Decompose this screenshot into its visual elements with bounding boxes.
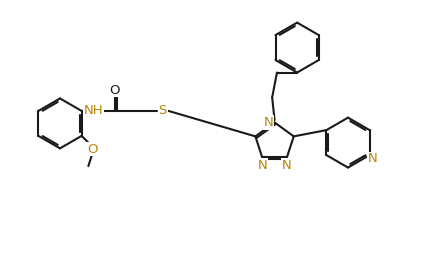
Text: N: N <box>368 152 378 165</box>
Text: O: O <box>87 143 98 156</box>
Text: NH: NH <box>84 105 103 117</box>
Text: N: N <box>282 159 291 172</box>
Text: O: O <box>109 84 120 97</box>
Text: N: N <box>258 159 267 172</box>
Text: N: N <box>264 116 274 129</box>
Text: S: S <box>159 105 167 117</box>
